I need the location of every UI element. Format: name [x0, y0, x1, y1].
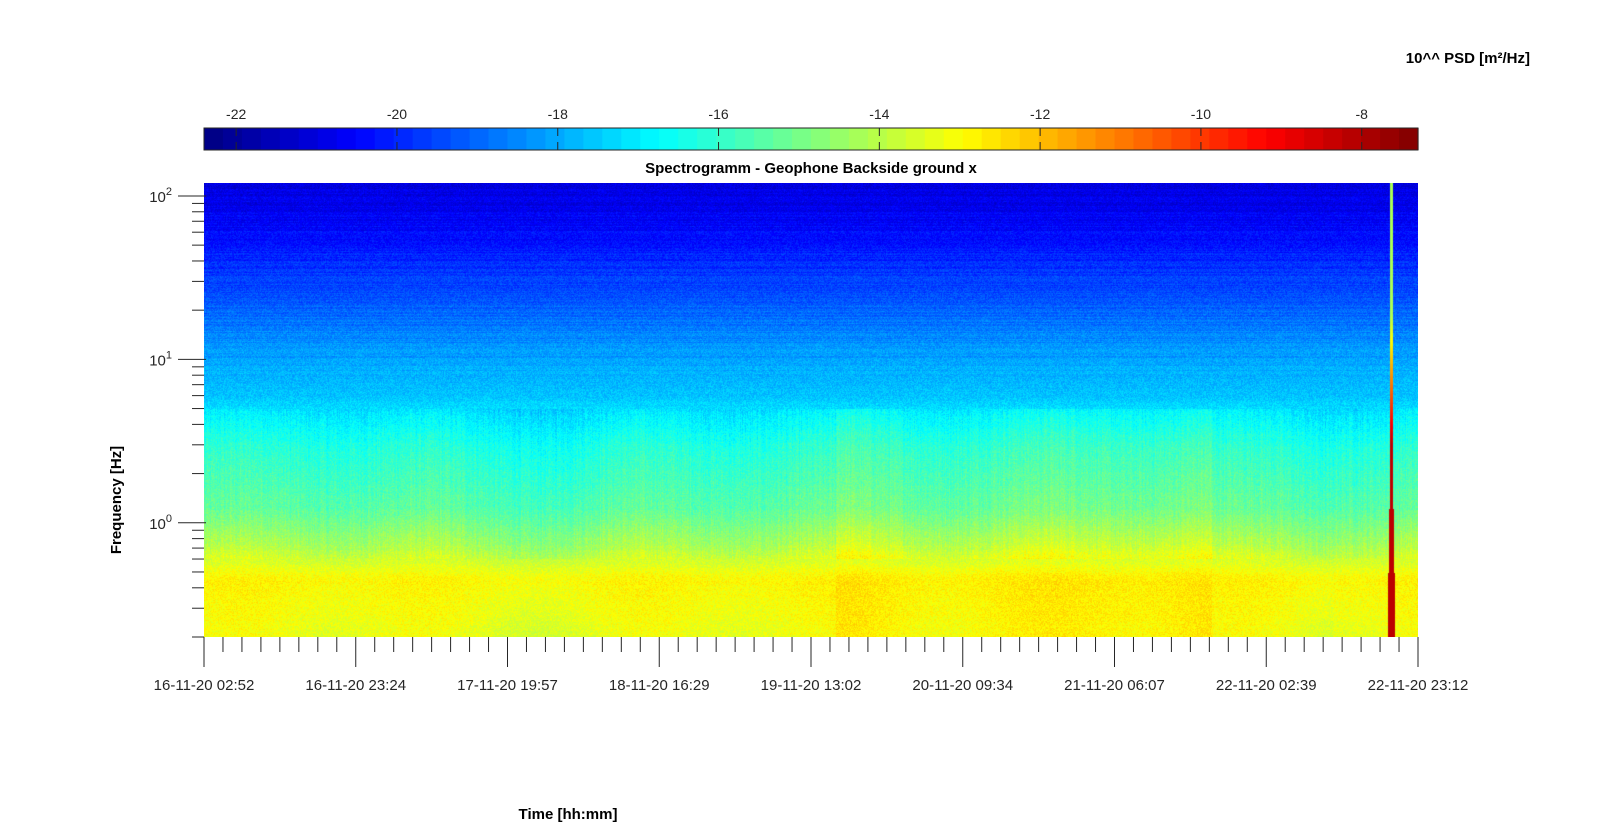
colorbar-segment [1000, 128, 1021, 150]
colorbar-segment [279, 128, 300, 150]
colorbar-segment [1019, 128, 1040, 150]
colorbar-segment [886, 128, 907, 150]
colorbar-segment [981, 128, 1002, 150]
colorbar-segment [1399, 128, 1419, 150]
colorbar-segment [393, 128, 414, 150]
colorbar-segment [1323, 128, 1343, 150]
colorbar-segment [374, 128, 395, 150]
colorbar-segment [222, 128, 243, 150]
colorbar-segment [1380, 128, 1400, 150]
y-axis: 102 101 100 [149, 186, 206, 638]
colorbar-segment [1133, 128, 1154, 150]
colorbar-segment [659, 128, 679, 150]
colorbar-tick-label: -12 [1030, 106, 1050, 122]
colorbar-segment [583, 128, 603, 150]
colorbar-segment [697, 128, 717, 150]
colorbar-segment [602, 128, 622, 150]
y-tick-label: 101 [149, 349, 172, 369]
colorbar-label: 10^^ PSD [m²/Hz] [1406, 50, 1530, 67]
colorbar-segment [735, 128, 755, 150]
colorbar-segment [241, 128, 262, 150]
colorbar-tick-label: -14 [869, 106, 889, 122]
colorbar-segment [1095, 128, 1116, 150]
x-axis: 16-11-20 02:52 16-11-20 23:24 17-11-20 19:… [154, 637, 1469, 694]
colorbar-tick-label: -10 [1191, 106, 1211, 122]
x-tick-label: 20-11-20 09:34 [912, 677, 1013, 694]
colorbar-segment [355, 128, 376, 150]
colorbar-segment [867, 128, 888, 150]
x-axis-label: Time [hh:mm] [519, 806, 618, 823]
colorbar-segment [792, 128, 812, 150]
colorbar-segment [962, 128, 983, 150]
y-axis-label: Frequency [Hz] [108, 446, 125, 554]
colorbar-segment [716, 128, 736, 150]
colorbar-segment [1285, 128, 1305, 150]
colorbar-segment [678, 128, 698, 150]
colorbar-tick-label: -8 [1355, 106, 1368, 122]
colorbar-segment [848, 128, 869, 150]
y-tick-label: 102 [149, 186, 172, 206]
colorbar-frame [203, 127, 1419, 151]
colorbar-segment [1076, 128, 1097, 150]
colorbar-segment [905, 128, 926, 150]
spectrogram-image [204, 183, 1418, 637]
colorbar-segment [469, 128, 490, 150]
colorbar-segment [811, 128, 831, 150]
colorbar-segment [298, 128, 319, 150]
colorbar-segment [924, 128, 945, 150]
x-tick-label: 17-11-20 19:57 [457, 677, 558, 694]
x-tick-label: 22-11-20 23:12 [1368, 677, 1469, 694]
x-tick-label: 22-11-20 02:39 [1216, 677, 1317, 694]
colorbar-segment [754, 128, 774, 150]
colorbar-tick-label: -18 [548, 106, 568, 122]
colorbar-segment [1361, 128, 1381, 150]
colorbar-segment [1057, 128, 1078, 150]
y-tick-label: 100 [149, 513, 172, 533]
colorbar-segment [204, 128, 224, 150]
colorbar-segment [1152, 128, 1173, 150]
colorbar-ticks: -22 -20 -18 -16 -14 -12 -10 -8 [226, 106, 1368, 150]
colorbar-segment [450, 128, 471, 150]
colorbar-segment [621, 128, 641, 150]
x-tick-label: 16-11-20 02:52 [154, 677, 255, 694]
colorbar-segment [1342, 128, 1362, 150]
x-tick-label: 16-11-20 23:24 [305, 677, 406, 694]
colorbar-segment [1247, 128, 1267, 150]
chart-title: Spectrogramm - Geophone Backside ground … [645, 160, 977, 177]
colorbar-segment [1114, 128, 1135, 150]
colorbar-segment [260, 128, 281, 150]
colorbar-segment [1171, 128, 1191, 150]
colorbar-segment [488, 128, 509, 150]
colorbar-segment [1209, 128, 1229, 150]
colorbar-segment [431, 128, 452, 150]
colorbar-tick-label: -22 [226, 106, 246, 122]
x-tick-label: 21-11-20 06:07 [1064, 677, 1165, 694]
colorbar-tick-label: -16 [708, 106, 728, 122]
colorbar [203, 127, 1419, 151]
colorbar-segment [1304, 128, 1324, 150]
colorbar-segment [1038, 128, 1059, 150]
colorbar-segment [829, 128, 850, 150]
colorbar-segment [640, 128, 660, 150]
x-tick-label: 18-11-20 16:29 [609, 677, 710, 694]
colorbar-segment [526, 128, 547, 150]
colorbar-segment [564, 128, 584, 150]
colorbar-segment [507, 128, 528, 150]
x-tick-label: 19-11-20 13:02 [761, 677, 862, 694]
colorbar-segment [1190, 128, 1210, 150]
colorbar-segment [317, 128, 338, 150]
colorbar-segment [1266, 128, 1286, 150]
colorbar-segment [336, 128, 357, 150]
colorbar-segment [943, 128, 964, 150]
colorbar-segment [1228, 128, 1248, 150]
colorbar-segment [545, 128, 566, 150]
colorbar-tick-label: -20 [387, 106, 407, 122]
colorbar-segment [412, 128, 433, 150]
colorbar-segment [773, 128, 793, 150]
spectrogram-heatmap [204, 183, 1418, 637]
